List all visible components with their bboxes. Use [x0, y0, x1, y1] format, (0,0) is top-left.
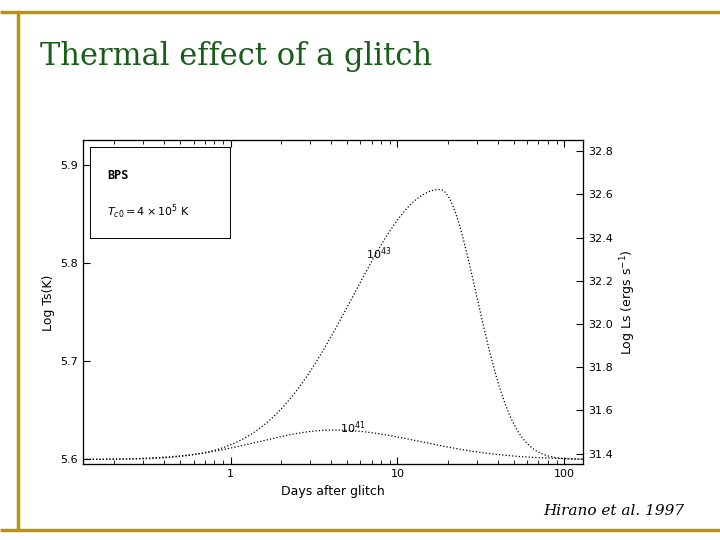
X-axis label: Days after glitch: Days after glitch: [281, 485, 385, 498]
Y-axis label: Log Ls (ergs s$^{-1}$): Log Ls (ergs s$^{-1}$): [618, 249, 638, 355]
Text: Thermal effect of a glitch: Thermal effect of a glitch: [40, 40, 432, 71]
Text: Hirano et al. 1997: Hirano et al. 1997: [543, 504, 684, 518]
Y-axis label: Log Ts(K): Log Ts(K): [42, 274, 55, 330]
Text: $10^{41}$: $10^{41}$: [340, 420, 365, 436]
Text: $10^{43}$: $10^{43}$: [366, 245, 392, 261]
